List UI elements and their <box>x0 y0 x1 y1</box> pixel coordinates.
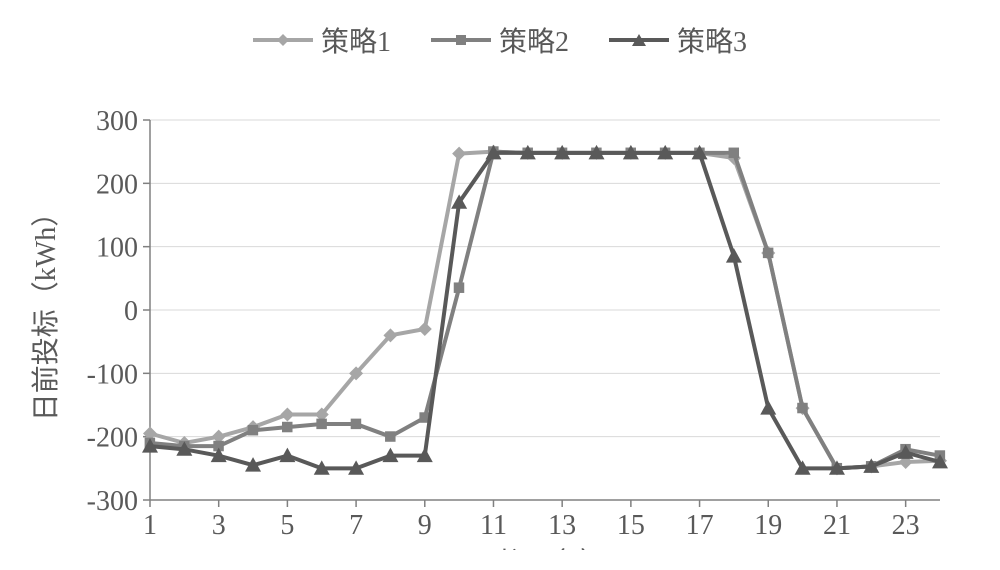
legend-swatch-2 <box>431 32 491 48</box>
legend: 策略1 策略2 策略3 <box>20 20 980 60</box>
legend-swatch-3 <box>609 32 669 48</box>
svg-text:-100: -100 <box>87 359 138 390</box>
svg-text:时间（h）: 时间（h） <box>482 547 608 550</box>
svg-text:7: 7 <box>349 510 363 541</box>
legend-item-3: 策略3 <box>609 20 747 60</box>
svg-text:23: 23 <box>892 510 920 541</box>
svg-text:-200: -200 <box>87 423 138 454</box>
svg-text:-300: -300 <box>87 486 138 517</box>
svg-text:0: 0 <box>124 296 138 327</box>
chart-svg: -300-200-1000100200300135791113151719212… <box>20 70 980 550</box>
svg-text:3: 3 <box>212 510 226 541</box>
svg-text:19: 19 <box>754 510 782 541</box>
legend-item-1: 策略1 <box>253 20 391 60</box>
svg-text:200: 200 <box>96 169 138 200</box>
svg-text:11: 11 <box>480 510 507 541</box>
svg-text:17: 17 <box>686 510 714 541</box>
svg-text:9: 9 <box>418 510 432 541</box>
svg-text:5: 5 <box>280 510 294 541</box>
svg-text:100: 100 <box>96 233 138 264</box>
svg-text:1: 1 <box>143 510 157 541</box>
legend-swatch-1 <box>253 32 313 48</box>
svg-text:300: 300 <box>96 106 138 137</box>
legend-label-2: 策略2 <box>499 20 569 60</box>
legend-label-3: 策略3 <box>677 20 747 60</box>
svg-text:日前投标（kWh）: 日前投标（kWh） <box>30 199 62 421</box>
plot-area: -300-200-1000100200300135791113151719212… <box>20 70 980 550</box>
svg-text:21: 21 <box>823 510 851 541</box>
legend-label-1: 策略1 <box>321 20 391 60</box>
chart-container: 策略1 策略2 策略3 -300-200-1000100200300135791… <box>20 20 980 550</box>
svg-text:13: 13 <box>548 510 576 541</box>
legend-item-2: 策略2 <box>431 20 569 60</box>
svg-text:15: 15 <box>617 510 645 541</box>
